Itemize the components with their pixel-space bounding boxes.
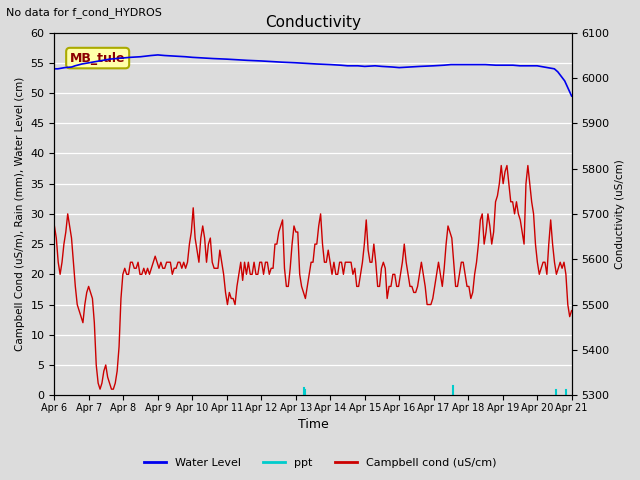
- Legend: Water Level, ppt, Campbell cond (uS/cm): Water Level, ppt, Campbell cond (uS/cm): [140, 453, 500, 472]
- Title: Conductivity: Conductivity: [265, 15, 361, 30]
- X-axis label: Time: Time: [298, 419, 328, 432]
- Y-axis label: Conductivity (uS/cm): Conductivity (uS/cm): [615, 159, 625, 269]
- Y-axis label: Campbell Cond (uS/m), Rain (mm), Water Level (cm): Campbell Cond (uS/m), Rain (mm), Water L…: [15, 77, 25, 351]
- Text: MB_tule: MB_tule: [70, 51, 125, 65]
- Text: No data for f_cond_HYDROS: No data for f_cond_HYDROS: [6, 7, 163, 18]
